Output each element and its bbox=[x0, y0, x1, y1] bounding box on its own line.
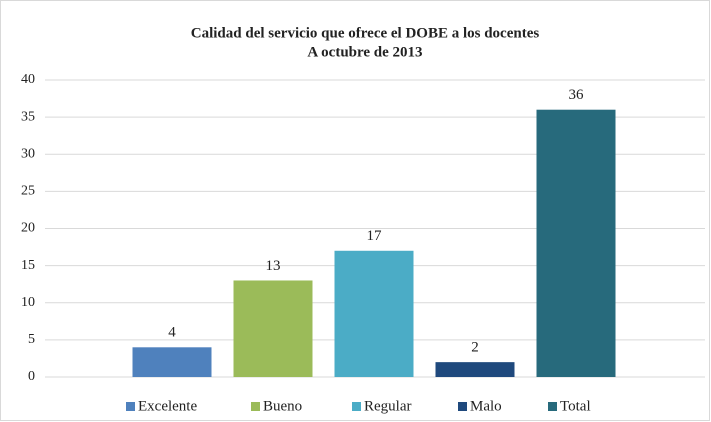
data-label: 36 bbox=[569, 87, 585, 103]
data-label: 13 bbox=[266, 258, 281, 274]
legend-marker bbox=[458, 402, 467, 411]
y-tick-label: 25 bbox=[21, 184, 35, 199]
y-tick-label: 30 bbox=[21, 146, 35, 161]
legend-label: Malo bbox=[470, 398, 502, 414]
legend-marker bbox=[251, 402, 260, 411]
data-label: 4 bbox=[168, 325, 176, 341]
bar bbox=[435, 362, 515, 377]
bar bbox=[233, 280, 313, 377]
legend-label: Bueno bbox=[263, 398, 302, 414]
legend-label: Regular bbox=[364, 398, 411, 414]
legend-marker bbox=[352, 402, 361, 411]
data-label: 2 bbox=[471, 340, 479, 356]
legend-label: Excelente bbox=[138, 398, 197, 414]
y-tick-label: 35 bbox=[21, 109, 35, 124]
y-tick-label: 20 bbox=[21, 221, 35, 236]
bar bbox=[536, 109, 616, 377]
chart-subtitle: A octubre de 2013 bbox=[307, 44, 422, 60]
y-tick-label: 40 bbox=[21, 72, 35, 87]
legend-label: Total bbox=[560, 398, 591, 414]
bar bbox=[132, 347, 212, 377]
data-label: 17 bbox=[367, 228, 383, 244]
y-tick-label: 5 bbox=[28, 332, 35, 347]
y-tick-label: 0 bbox=[28, 369, 35, 384]
bar bbox=[334, 250, 414, 377]
legend-marker bbox=[548, 402, 557, 411]
legend-marker bbox=[126, 402, 135, 411]
chart-title: Calidad del servicio que ofrece el DOBE … bbox=[191, 25, 540, 41]
y-tick-label: 15 bbox=[21, 258, 35, 273]
y-tick-label: 10 bbox=[21, 295, 35, 310]
